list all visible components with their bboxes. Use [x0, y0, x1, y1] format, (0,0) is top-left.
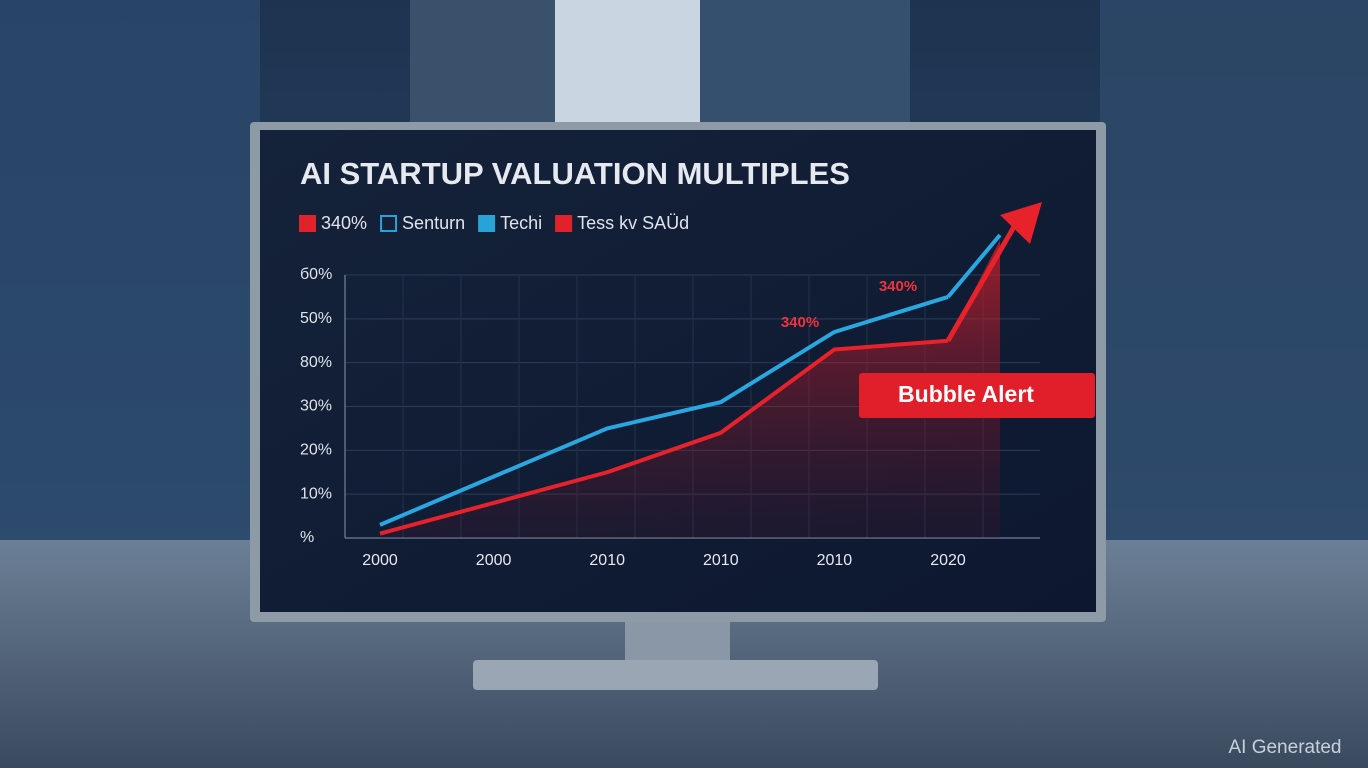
annotation: 340%	[781, 314, 819, 331]
building-mid	[700, 0, 910, 125]
stand-base	[473, 660, 878, 690]
annotation: 340%	[879, 278, 917, 295]
legend-swatch	[380, 215, 398, 232]
y-tick-label: 80%	[300, 354, 332, 371]
legend-swatch	[299, 215, 316, 232]
y-tick-label: 50%	[300, 310, 332, 327]
y-tick-label: 20%	[300, 442, 332, 459]
sky-gap	[555, 0, 700, 130]
line-tail	[945, 223, 1018, 343]
legend-label: Senturn	[402, 213, 465, 233]
alert-box	[859, 373, 1095, 418]
x-tick-label: 2020	[930, 552, 966, 569]
x-tick-label: 2010	[589, 552, 625, 569]
legend-label: Techi	[500, 213, 542, 233]
chart-title: AI STARTUP VALUATION MULTIPLES	[300, 156, 850, 191]
y-tick-label: 10%	[300, 485, 332, 502]
watermark: AI Generated	[1228, 737, 1341, 758]
x-tick-label: 2000	[476, 552, 512, 569]
line-tail	[946, 233, 1002, 299]
legend-swatch	[555, 215, 573, 232]
line	[379, 295, 949, 527]
x-tick-label: 2010	[817, 552, 853, 569]
legend-label: Tess kv SAÜd	[577, 213, 689, 233]
area	[380, 240, 1000, 538]
arrow-head	[1000, 202, 1042, 244]
y-tick-label: б0%	[300, 266, 332, 283]
alert-label: Bubble Alert	[898, 381, 1034, 407]
legend-label: 340%	[321, 213, 367, 233]
building-left	[0, 0, 260, 540]
building-right	[1100, 0, 1368, 540]
x-tick-label: 2000	[362, 552, 398, 569]
y-tick-label: %	[300, 529, 314, 546]
y-tick-label: 30%	[300, 398, 332, 415]
x-tick-label: 2010	[703, 552, 739, 569]
legend-swatch	[478, 215, 496, 232]
line	[379, 338, 949, 536]
stand-neck	[625, 620, 730, 665]
building-mid	[410, 0, 555, 125]
